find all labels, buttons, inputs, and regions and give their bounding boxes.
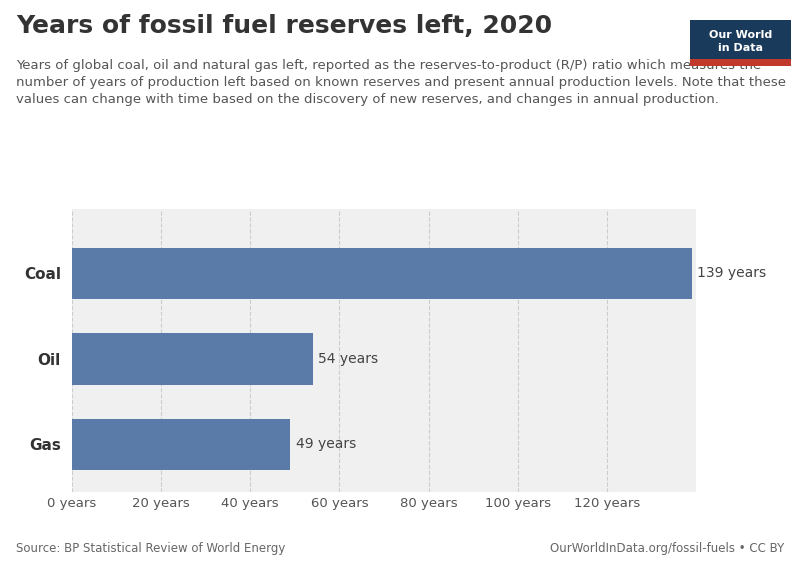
Text: OurWorldInData.org/fossil-fuels • CC BY: OurWorldInData.org/fossil-fuels • CC BY — [550, 542, 784, 555]
Text: Years of global coal, oil and natural gas left, reported as the reserves-to-prod: Years of global coal, oil and natural ga… — [16, 59, 786, 106]
Bar — [72, 247, 691, 299]
Text: Years of fossil fuel reserves left, 2020: Years of fossil fuel reserves left, 2020 — [16, 14, 552, 38]
Bar — [72, 333, 313, 385]
Text: 139 years: 139 years — [697, 266, 766, 280]
Bar — [72, 419, 290, 470]
Text: Source: BP Statistical Review of World Energy: Source: BP Statistical Review of World E… — [16, 542, 286, 555]
Text: 54 years: 54 years — [318, 352, 378, 366]
Text: Our World
in Data: Our World in Data — [709, 30, 772, 53]
Text: 49 years: 49 years — [296, 437, 356, 451]
